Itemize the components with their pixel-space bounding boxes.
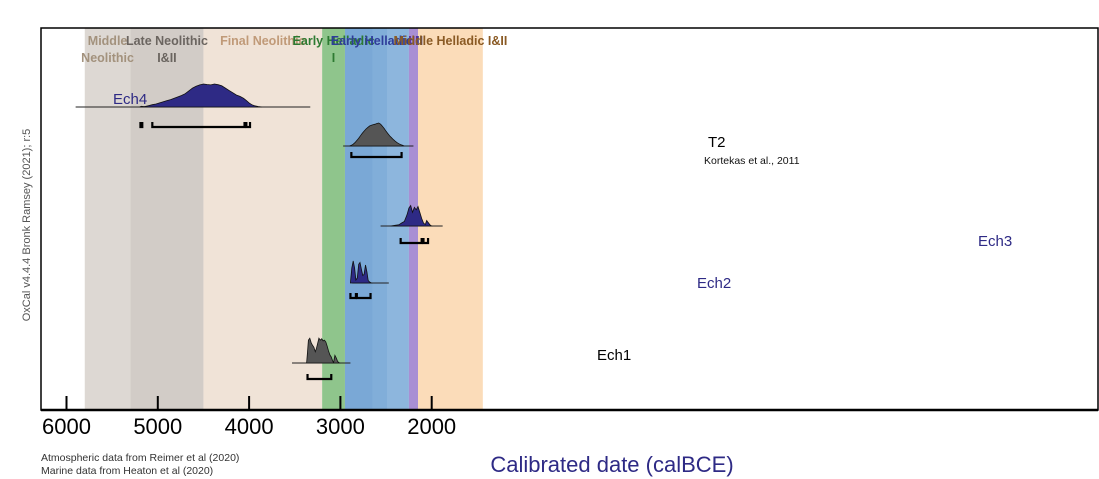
period-label: Middle [88,34,128,48]
period-bands [84,28,483,410]
sample-label: Ech1 [597,347,631,364]
distribution-ech2: Ech2 [349,260,731,300]
probability-curve [306,337,341,364]
period-band [84,28,131,410]
period-band [322,28,345,410]
period-label: Early Helladic [293,34,375,48]
distributions: Ech4 T2 Kortekas et al., 2011 Ech3 Ech2 Ech1 [75,83,1012,381]
hpd-range-bracket [355,293,372,300]
period-label: Final Neolithic [220,34,305,48]
x-tick-label: 3000 [316,414,365,439]
period-label: III [408,34,418,48]
period-band [130,28,204,410]
hpd-range-bracket [422,238,430,245]
sample-label: T2 [708,134,726,151]
period-labels: Middle Neolithic Late Neolithic I&II Final N… [81,34,507,65]
hpd-range-bracket [151,122,246,129]
oxcal-version-label: OxCal v4.4.4 Bronk Ramsey (2021); r:5 [21,129,33,322]
probability-curve [349,122,405,147]
period-band [418,28,483,410]
probability-curve [390,204,434,227]
probability-curve [139,83,262,108]
period-band-shade [372,28,387,410]
period-label: Late Neolithic [126,34,208,48]
marine-data-credit: Marine data from Heaton et al (2020) [41,465,213,477]
x-tick-label: 6000 [42,414,91,439]
hpd-range-bracket [139,122,144,129]
distribution-ech1: Ech1 [292,337,631,381]
sample-label: Ech2 [697,275,731,292]
atmospheric-data-credit: Atmospheric data from Reimer et al (2020… [41,452,239,464]
x-axis-ticks: 6000 5000 4000 3000 2000 [42,396,456,439]
x-axis-title: Calibrated date (calBCE) [490,452,733,477]
hpd-range-bracket [245,122,252,129]
period-band-shade [386,28,409,410]
distribution-ech3: Ech3 [380,204,1012,250]
period-label: I [332,51,335,65]
sample-label: Ech3 [978,233,1012,250]
period-label: Neolithic [81,51,134,65]
x-tick-label: 4000 [225,414,274,439]
distribution-ech4: Ech4 [75,83,311,129]
hpd-range-bracket [350,152,403,159]
period-label: Middle Helladic I&II [393,34,507,48]
hpd-range-bracket [306,374,333,381]
x-tick-label: 5000 [133,414,182,439]
hpd-range-bracket [399,238,423,245]
x-tick-label: 2000 [407,414,456,439]
distribution-t2: T2 Kortekas et al., 2011 [343,122,800,167]
period-label: I&II [157,51,176,65]
sample-label: Ech4 [113,91,147,108]
period-label: Early Helladic II [331,34,423,48]
sample-source-note: Kortekas et al., 2011 [704,155,800,167]
probability-curve [349,260,373,284]
